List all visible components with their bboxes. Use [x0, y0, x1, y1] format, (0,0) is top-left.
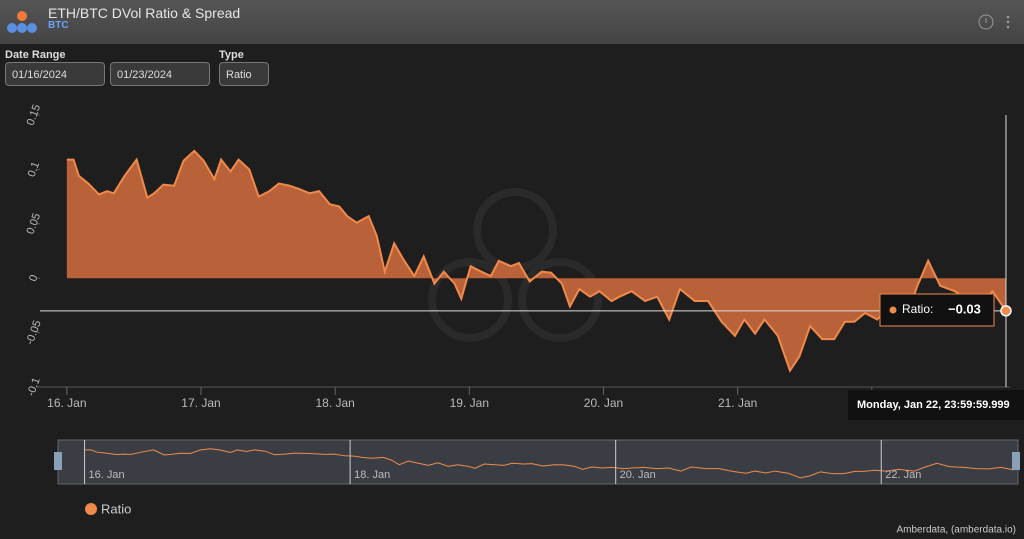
date-box: [848, 390, 1024, 420]
end-date[interactable]: 01/23/2024: [110, 62, 210, 86]
area: [66, 150, 1006, 371]
header-icons[interactable]: [970, 0, 1020, 44]
legend-marker: [85, 503, 97, 515]
date-range-label: Date Range: [5, 49, 66, 61]
x-tick-label: 18. Jan: [315, 396, 354, 410]
x-tick-label: 19. Jan: [450, 396, 489, 410]
y-tick-label: 0.15: [25, 103, 44, 127]
tooltip-value: −0.03: [948, 301, 981, 316]
navigator-label: 18. Jan: [354, 469, 390, 481]
credits: Amberdata, (amberdata.io): [896, 525, 1016, 536]
title: ETH/BTC DVol Ratio & Spread: [48, 5, 241, 21]
y-tick-label: 0: [27, 273, 40, 283]
x-tick-label: 17. Jan: [181, 396, 220, 410]
navigator-label: 20. Jan: [620, 469, 656, 481]
navigator-handle[interactable]: [54, 452, 62, 470]
navigator-label: 16. Jan: [89, 469, 125, 481]
y-tick-label: 0.05: [25, 212, 44, 236]
date-label: Monday, Jan 22, 23:59:59.999: [857, 399, 1010, 411]
type-select[interactable]: Ratio: [219, 62, 269, 86]
watermark: [518, 258, 602, 342]
tooltip-box: [879, 293, 995, 327]
navigator-line: [84, 448, 1015, 479]
logo: [7, 11, 37, 33]
x-tick-label: 16. Jan: [47, 396, 86, 410]
line: [66, 149, 1007, 373]
tooltip-label: Ratio:: [902, 302, 933, 316]
subtitle: BTC: [48, 20, 69, 31]
start-date[interactable]: 01/16/2024: [5, 62, 105, 86]
tooltip-dot: [889, 306, 897, 314]
y-tick-label: 0.1: [26, 160, 43, 178]
y-tick-label: -0.05: [24, 319, 44, 347]
x-tick-label: 20. Jan: [584, 396, 623, 410]
hover-point: [1000, 305, 1012, 317]
header: ETH/BTC DVol Ratio & Spread BTC: [0, 0, 1024, 44]
navigator: [57, 439, 1019, 485]
legend-label[interactable]: Ratio: [101, 501, 131, 516]
x-tick-label: 21. Jan: [718, 396, 757, 410]
navigator-handle[interactable]: [1012, 452, 1020, 470]
watermark: [428, 258, 512, 342]
watermark: [473, 188, 557, 272]
type-label: Type: [219, 49, 244, 61]
navigator-label: 22. Jan: [885, 469, 921, 481]
y-tick-label: -0.1: [25, 376, 43, 398]
